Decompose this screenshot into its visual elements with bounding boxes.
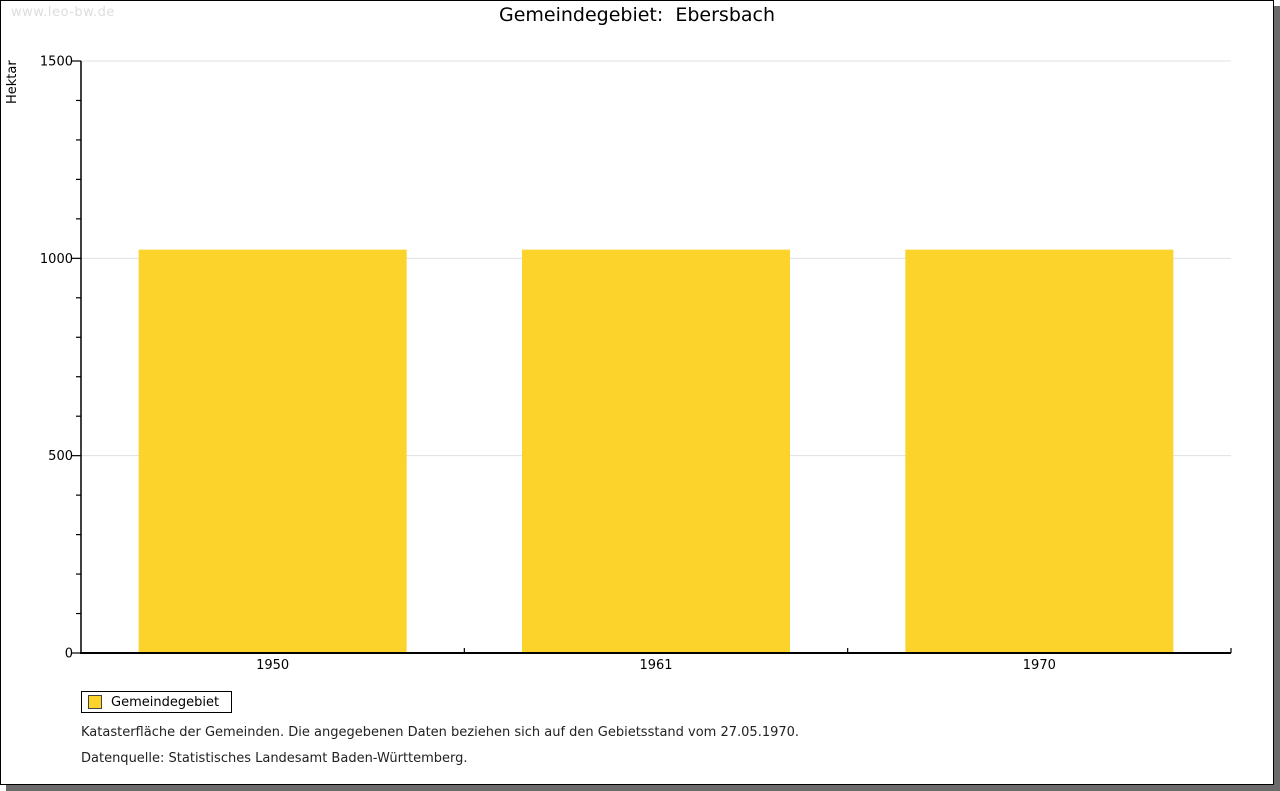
watermark: www.leo-bw.de (11, 5, 115, 20)
footnote-source-note: Katasterfläche der Gemeinden. Die angege… (81, 725, 800, 740)
x-category-label: 1961 (639, 658, 672, 673)
legend-swatch (88, 695, 102, 709)
bar-1961 (522, 249, 790, 653)
legend: Gemeindegebiet (81, 691, 233, 713)
x-category-label: 1950 (256, 658, 289, 673)
y-tick-label: 1000 (40, 252, 73, 267)
legend-label: Gemeindegebiet (111, 694, 220, 710)
x-category-label: 1970 (1023, 658, 1056, 673)
y-tick-label: 0 (65, 647, 73, 662)
bar-1950 (138, 249, 407, 653)
bar-1970 (905, 249, 1174, 653)
footnote-data-source: Datenquelle: Statistisches Landesamt Bad… (81, 751, 468, 766)
y-tick-label: 500 (48, 449, 73, 464)
chart-title: Gemeindegebiet: Ebersbach (498, 4, 776, 26)
y-tick-label: 1500 (40, 55, 73, 70)
